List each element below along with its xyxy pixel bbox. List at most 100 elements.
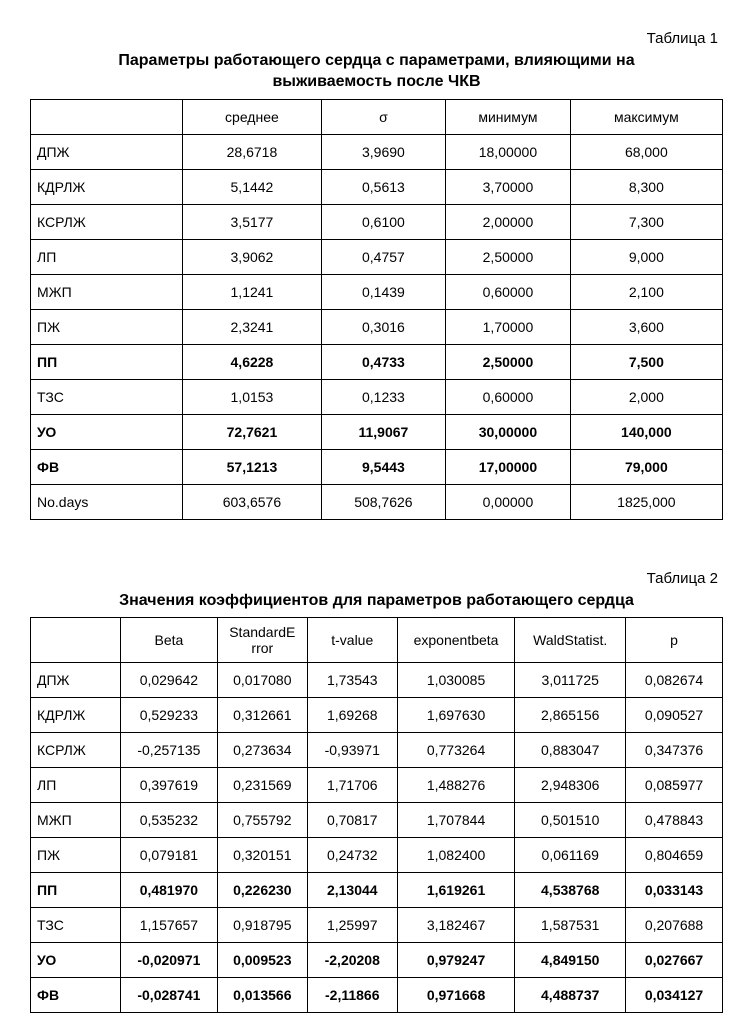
table-row: УО-0,0209710,009523-2,202080,9792474,849… <box>31 943 723 978</box>
table2-rowlabel: КСРЛЖ <box>31 733 121 768</box>
table2-rowlabel: МЖП <box>31 803 121 838</box>
table2-title: Значения коэффициентов для параметров ра… <box>30 591 723 612</box>
table2-cell: 0,027667 <box>626 943 723 978</box>
table2-cell: -2,11866 <box>307 978 397 1013</box>
table1-rowlabel: УО <box>31 414 183 449</box>
table2-cell: 0,312661 <box>217 698 307 733</box>
table2-cell: -0,93971 <box>307 733 397 768</box>
table-row: ФВ-0,0287410,013566-2,118660,9716684,488… <box>31 978 723 1013</box>
table1-rowlabel: No.days <box>31 484 183 519</box>
table2-rowlabel: КДРЛЖ <box>31 698 121 733</box>
table1-cell: 68,000 <box>570 134 722 169</box>
table-row: ДПЖ28,67183,969018,0000068,000 <box>31 134 723 169</box>
table1-rowlabel: ТЗС <box>31 379 183 414</box>
table2-cell: 0,971668 <box>397 978 515 1013</box>
table2-rowlabel: ЛП <box>31 768 121 803</box>
table2-cell: -2,20208 <box>307 943 397 978</box>
table1-cell: 0,60000 <box>446 274 571 309</box>
table1-cell: 4,6228 <box>183 344 321 379</box>
spacer <box>30 520 723 560</box>
table1-cell: 2,3241 <box>183 309 321 344</box>
table2-rowlabel: ПЖ <box>31 838 121 873</box>
table1-cell: 1825,000 <box>570 484 722 519</box>
table1-rowlabel: КДРЛЖ <box>31 169 183 204</box>
table2-cell: 0,061169 <box>515 838 626 873</box>
table2-cell: 0,034127 <box>626 978 723 1013</box>
table2-cell: 2,865156 <box>515 698 626 733</box>
table2-cell: 0,481970 <box>120 873 217 908</box>
table-row: No.days603,6576508,76260,000001825,000 <box>31 484 723 519</box>
table1-cell: 8,300 <box>570 169 722 204</box>
table1-cell: 9,000 <box>570 239 722 274</box>
table2-cell: 0,226230 <box>217 873 307 908</box>
table1-cell: 18,00000 <box>446 134 571 169</box>
table1-rowlabel: ЛП <box>31 239 183 274</box>
table2-cell: 3,011725 <box>515 663 626 698</box>
table2-cell: 1,030085 <box>397 663 515 698</box>
table2-cell: 0,529233 <box>120 698 217 733</box>
table2-cell: -0,020971 <box>120 943 217 978</box>
table-row: ПП4,62280,47332,500007,500 <box>31 344 723 379</box>
table2-cell: 1,082400 <box>397 838 515 873</box>
table1-cell: 0,6100 <box>321 204 446 239</box>
table1-title: Параметры работающего сердца с параметра… <box>30 51 723 93</box>
table2-cell: 0,079181 <box>120 838 217 873</box>
table2-rowlabel: УО <box>31 943 121 978</box>
table2-col-3: t-value <box>307 618 397 663</box>
table2-cell: 0,320151 <box>217 838 307 873</box>
table1-cell: 3,9690 <box>321 134 446 169</box>
table1-cell: 3,9062 <box>183 239 321 274</box>
table1-title-line2: выживаемость после ЧКВ <box>272 73 480 90</box>
table2-cell: 4,849150 <box>515 943 626 978</box>
table-row: ФВ57,12139,544317,0000079,000 <box>31 449 723 484</box>
table1-body: ДПЖ28,67183,969018,0000068,000КДРЛЖ5,144… <box>31 134 723 519</box>
table2-cell: 0,085977 <box>626 768 723 803</box>
table2-cell: 3,182467 <box>397 908 515 943</box>
table2-cell: 4,488737 <box>515 978 626 1013</box>
table1-rowlabel: ПП <box>31 344 183 379</box>
table1-cell: 3,70000 <box>446 169 571 204</box>
table2-cell: 0,773264 <box>397 733 515 768</box>
table2-col-2: StandardError <box>217 618 307 663</box>
table-row: ПЖ2,32410,30161,700003,600 <box>31 309 723 344</box>
table1-cell: 9,5443 <box>321 449 446 484</box>
table2-cell: 0,70817 <box>307 803 397 838</box>
table-row: ПЖ0,0791810,3201510,247321,0824000,06116… <box>31 838 723 873</box>
table2-body: ДПЖ0,0296420,0170801,735431,0300853,0117… <box>31 663 723 1013</box>
table1-cell: 0,3016 <box>321 309 446 344</box>
table2-rowlabel: ФВ <box>31 978 121 1013</box>
table2-cell: 0,033143 <box>626 873 723 908</box>
table2-cell: 0,918795 <box>217 908 307 943</box>
table1-rowlabel: ФВ <box>31 449 183 484</box>
table2-cell: 0,207688 <box>626 908 723 943</box>
table2-cell: 0,883047 <box>515 733 626 768</box>
table2-cell: 0,082674 <box>626 663 723 698</box>
table-row: ПП0,4819700,2262302,130441,6192614,53876… <box>31 873 723 908</box>
table1-col-4: максимум <box>570 99 722 134</box>
table-row: КСРЛЖ3,51770,61002,000007,300 <box>31 204 723 239</box>
table2-cell: 1,25997 <box>307 908 397 943</box>
table2-cell: 1,69268 <box>307 698 397 733</box>
table1-cell: 2,100 <box>570 274 722 309</box>
table2-col-0 <box>31 618 121 663</box>
table2-cell: 0,24732 <box>307 838 397 873</box>
table-row: ТЗС1,01530,12330,600002,000 <box>31 379 723 414</box>
table1-col-0 <box>31 99 183 134</box>
table2-cell: 0,979247 <box>397 943 515 978</box>
table2-cell: 1,157657 <box>120 908 217 943</box>
table-row: ЛП0,3976190,2315691,717061,4882762,94830… <box>31 768 723 803</box>
table1-cell: 0,5613 <box>321 169 446 204</box>
table1-cell: 7,500 <box>570 344 722 379</box>
table2-cell: 0,017080 <box>217 663 307 698</box>
table2-cell: -0,257135 <box>120 733 217 768</box>
table2-cell: 1,697630 <box>397 698 515 733</box>
table1-cell: 11,9067 <box>321 414 446 449</box>
table1-cell: 2,00000 <box>446 204 571 239</box>
table1-cell: 5,1442 <box>183 169 321 204</box>
table1-cell: 0,1233 <box>321 379 446 414</box>
table2: BetaStandardErrort-valueexponentbetaWald… <box>30 617 723 1013</box>
table2-cell: 2,948306 <box>515 768 626 803</box>
table-row: КДРЛЖ0,5292330,3126611,692681,6976302,86… <box>31 698 723 733</box>
table1-cell: 79,000 <box>570 449 722 484</box>
table1-col-1: среднее <box>183 99 321 134</box>
